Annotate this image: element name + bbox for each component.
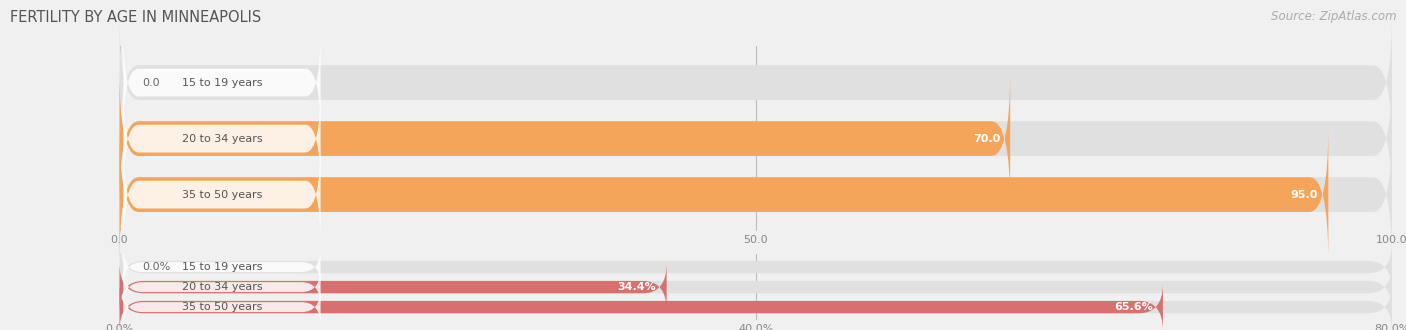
Text: 95.0: 95.0 [1291,190,1319,200]
Text: 34.4%: 34.4% [617,282,657,292]
FancyBboxPatch shape [124,268,321,306]
FancyBboxPatch shape [120,128,1392,261]
Text: 15 to 19 years: 15 to 19 years [181,78,262,87]
Text: 20 to 34 years: 20 to 34 years [181,282,263,292]
Text: 20 to 34 years: 20 to 34 years [181,134,263,144]
FancyBboxPatch shape [120,263,666,311]
Text: 35 to 50 years: 35 to 50 years [181,190,262,200]
FancyBboxPatch shape [124,141,321,248]
Text: FERTILITY BY AGE IN MINNEAPOLIS: FERTILITY BY AGE IN MINNEAPOLIS [10,10,262,25]
FancyBboxPatch shape [120,263,1392,311]
Text: 65.6%: 65.6% [1114,302,1153,312]
Text: 70.0: 70.0 [973,134,1000,144]
FancyBboxPatch shape [120,243,1392,291]
Text: 15 to 19 years: 15 to 19 years [181,262,262,272]
FancyBboxPatch shape [120,16,1392,149]
FancyBboxPatch shape [124,288,321,326]
Text: 35 to 50 years: 35 to 50 years [181,302,262,312]
FancyBboxPatch shape [124,29,321,136]
Text: 0.0: 0.0 [142,78,160,87]
FancyBboxPatch shape [124,85,321,192]
Text: Source: ZipAtlas.com: Source: ZipAtlas.com [1271,10,1396,23]
FancyBboxPatch shape [120,72,1011,205]
Text: 0.0%: 0.0% [142,262,170,272]
FancyBboxPatch shape [120,283,1392,330]
FancyBboxPatch shape [120,283,1163,330]
FancyBboxPatch shape [120,72,1392,205]
FancyBboxPatch shape [124,248,321,286]
FancyBboxPatch shape [120,128,1329,261]
